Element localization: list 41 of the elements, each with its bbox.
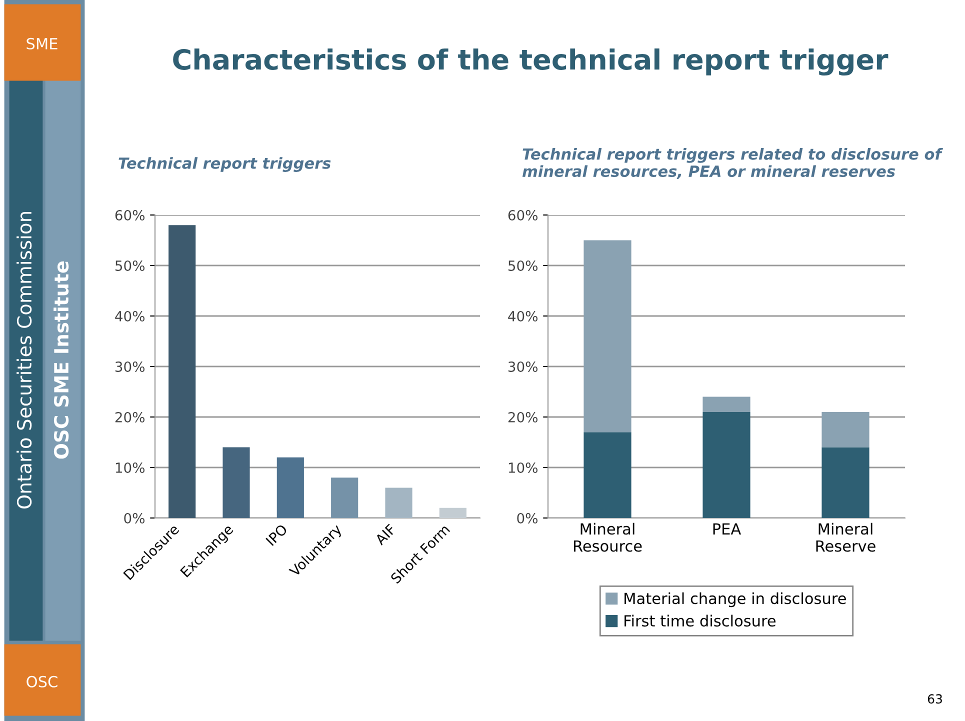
bar <box>276 457 304 518</box>
bar <box>702 412 750 518</box>
x-tick-label: PEA <box>713 523 742 534</box>
text: OSC <box>26 676 58 688</box>
chart-title: Technical report triggers related to disclosure of mineral resources, PEA or mineral reserves <box>522 148 943 179</box>
bar <box>385 488 412 518</box>
y-tick-label: 10% <box>116 462 145 473</box>
y-tick-label: 50% <box>508 260 538 271</box>
bar <box>584 240 632 432</box>
legend-label: First time disclosure <box>624 614 776 627</box>
text: SME <box>26 38 58 50</box>
bar <box>439 508 466 518</box>
bar <box>702 396 750 412</box>
bar <box>222 447 250 518</box>
x-tick-label: Mineral Resource <box>574 522 642 552</box>
y-tick-label: 20% <box>508 412 538 422</box>
y-tick-label: 30% <box>115 361 145 372</box>
x-tick-label: AIF <box>374 524 396 546</box>
text: Ontario Securities Commission <box>16 212 32 509</box>
y-tick-label: 20% <box>115 412 145 422</box>
legend-label: Material change in disclosure <box>624 592 846 608</box>
chart-title: Technical report triggers <box>118 157 331 172</box>
bar <box>822 412 870 448</box>
bar <box>168 225 196 518</box>
y-tick-label: 0% <box>517 512 538 524</box>
y-tick-label: 30% <box>508 361 538 372</box>
text: OSC SME Institute <box>54 261 69 459</box>
bar <box>822 447 870 518</box>
x-tick-label: IPO <box>266 524 288 546</box>
text: Characteristics of the technical report trigger <box>173 48 888 76</box>
bar <box>331 478 358 518</box>
y-tick-label: 40% <box>115 310 145 322</box>
bar <box>584 432 632 518</box>
y-tick-label: 40% <box>508 310 538 322</box>
x-tick-label: Mineral Reserve <box>816 522 876 552</box>
y-tick-label: 60% <box>508 210 538 220</box>
y-tick-label: 0% <box>124 512 145 524</box>
y-tick-label: 10% <box>508 462 538 473</box>
y-tick-label: 50% <box>115 260 145 271</box>
y-tick-label: 60% <box>115 210 145 220</box>
text: 63 <box>928 694 942 704</box>
